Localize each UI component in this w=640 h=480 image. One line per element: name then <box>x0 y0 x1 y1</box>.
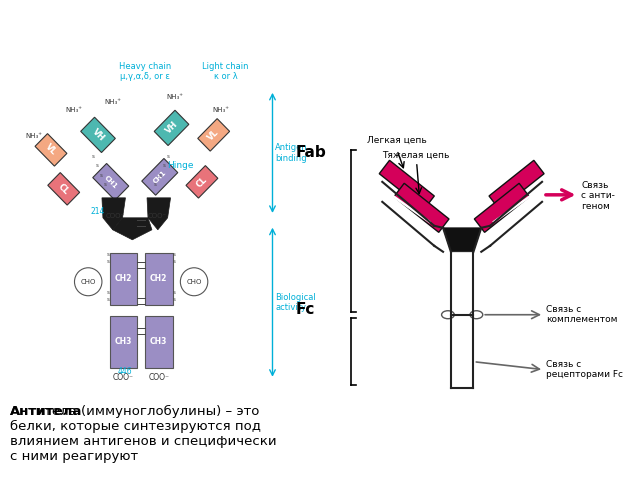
Text: CL: CL <box>56 181 71 196</box>
Text: COO⁻: COO⁻ <box>106 213 125 219</box>
Polygon shape <box>147 198 170 230</box>
Text: CH3: CH3 <box>115 337 132 346</box>
Text: s: s <box>163 163 165 168</box>
Text: Hinge: Hinge <box>166 161 193 170</box>
Text: Связь с
рецепторами Fс: Связь с рецепторами Fс <box>546 360 623 379</box>
Text: VH: VH <box>164 120 179 136</box>
Text: 214: 214 <box>91 207 105 216</box>
Text: CH1: CH1 <box>103 174 118 190</box>
Text: Fab: Fab <box>296 145 327 160</box>
Text: CH2: CH2 <box>150 274 168 283</box>
Text: s: s <box>107 297 109 302</box>
Text: CH3: CH3 <box>150 337 168 346</box>
Text: NH₃⁺: NH₃⁺ <box>166 94 183 100</box>
Polygon shape <box>380 160 435 209</box>
Text: s: s <box>173 252 175 257</box>
Text: s: s <box>100 173 102 178</box>
Text: Антитела: Антитела <box>10 405 82 418</box>
Polygon shape <box>489 160 544 209</box>
Text: s: s <box>107 290 109 295</box>
Text: s: s <box>104 182 106 187</box>
Text: NH₃⁺: NH₃⁺ <box>65 107 82 113</box>
Text: Antigen
binding: Antigen binding <box>275 143 308 163</box>
Text: NH₃⁺: NH₃⁺ <box>212 107 229 113</box>
Text: s: s <box>158 173 161 178</box>
Text: Легкая цепь: Легкая цепь <box>367 135 426 144</box>
Polygon shape <box>81 117 115 153</box>
Text: CHO: CHO <box>81 279 96 285</box>
Text: Тяжелая цепь: Тяжелая цепь <box>382 150 450 159</box>
Text: s: s <box>107 252 109 257</box>
FancyBboxPatch shape <box>110 253 137 305</box>
Text: CHO: CHO <box>186 279 202 285</box>
Ellipse shape <box>470 311 483 319</box>
Text: Heavy chain
μ,γ,α,δ, or ε: Heavy chain μ,γ,α,δ, or ε <box>119 62 171 81</box>
Text: 446: 446 <box>117 367 132 376</box>
Text: VL: VL <box>206 128 221 142</box>
Text: COO⁻: COO⁻ <box>147 213 166 219</box>
Text: COO⁻: COO⁻ <box>148 372 170 382</box>
Text: s: s <box>173 259 175 264</box>
Text: Связь с
комплементом: Связь с комплементом <box>546 305 618 324</box>
Text: Fc: Fc <box>296 302 316 317</box>
Text: Biological
activity: Biological activity <box>275 293 316 312</box>
Text: NH₃⁺: NH₃⁺ <box>104 99 121 105</box>
Polygon shape <box>102 198 125 230</box>
Text: CH1: CH1 <box>152 169 168 184</box>
Text: s: s <box>107 259 109 264</box>
Text: s: s <box>173 290 175 295</box>
Polygon shape <box>141 158 178 195</box>
Text: Связь
с анти-
геном: Связь с анти- геном <box>581 181 615 211</box>
Polygon shape <box>452 253 472 387</box>
Polygon shape <box>394 183 449 232</box>
Text: s: s <box>173 297 175 302</box>
Polygon shape <box>113 218 152 240</box>
Polygon shape <box>443 228 481 252</box>
Polygon shape <box>48 173 79 205</box>
Text: COO⁻: COO⁻ <box>113 372 134 382</box>
Text: VL: VL <box>44 143 58 157</box>
FancyBboxPatch shape <box>145 316 173 368</box>
Text: s: s <box>166 154 169 159</box>
Polygon shape <box>474 183 529 232</box>
Polygon shape <box>186 166 218 198</box>
Text: CH2: CH2 <box>115 274 132 283</box>
Polygon shape <box>198 119 230 151</box>
Text: s: s <box>92 154 95 159</box>
Text: CL: CL <box>195 175 209 189</box>
Text: VH: VH <box>90 127 106 143</box>
Text: s: s <box>154 182 156 187</box>
Text: Light chain
κ or λ: Light chain κ or λ <box>202 62 249 81</box>
FancyBboxPatch shape <box>110 316 137 368</box>
Polygon shape <box>35 133 67 166</box>
Polygon shape <box>93 164 129 200</box>
Text: s: s <box>95 163 99 168</box>
Polygon shape <box>154 110 189 145</box>
Text: NH₃⁺: NH₃⁺ <box>26 133 43 139</box>
Text: Антитела (иммуноглобулины) – это
белки, которые синтезируются под
влиянием антиг: Антитела (иммуноглобулины) – это белки, … <box>10 405 276 463</box>
FancyBboxPatch shape <box>145 253 173 305</box>
Ellipse shape <box>442 311 454 319</box>
